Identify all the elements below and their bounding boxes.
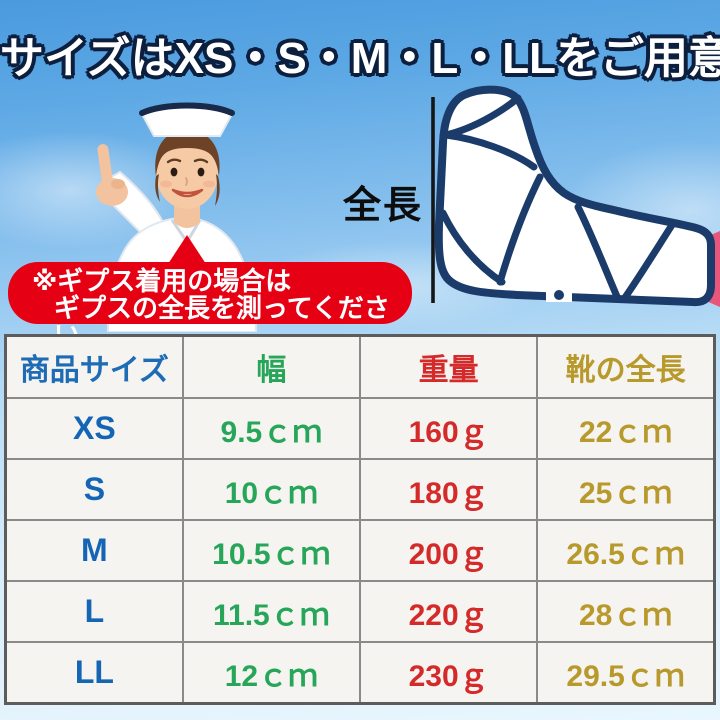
page-title: サイズはXS・S・M・L・LLをご用意。 — [0, 34, 720, 83]
cell-width: 12ｃｍ — [181, 641, 362, 705]
cell-weight: 200ｇ — [358, 519, 539, 582]
header-shoe-length: 靴の全長 — [536, 334, 716, 399]
note-line-1: ※ギプス着用の場合は — [32, 266, 292, 296]
nurse-face — [156, 139, 218, 209]
cell-weight: 180ｇ — [358, 458, 539, 521]
table-row: LL 12ｃｍ 230ｇ 29.5ｃｍ — [4, 641, 716, 705]
nurse-face-features — [160, 158, 215, 198]
cell-shoe-length: 25ｃｍ — [536, 458, 716, 521]
cell-width: 9.5ｃｍ — [181, 397, 362, 460]
cell-size: LL — [4, 641, 184, 705]
table-row: L 11.5ｃｍ 220ｇ 28ｃｍ — [4, 580, 716, 643]
cell-width: 10.5ｃｍ — [181, 519, 362, 582]
nurse-cap — [139, 102, 235, 137]
table-header-row: 商品サイズ 幅 重量 靴の全長 — [4, 334, 716, 399]
cell-shoe-length: 28ｃｍ — [536, 580, 716, 643]
cell-size: M — [4, 519, 184, 582]
header-width: 幅 — [181, 334, 362, 399]
nurse-hair-side — [155, 174, 160, 202]
header-weight: 重量 — [358, 334, 539, 399]
cell-weight: 230ｇ — [358, 641, 539, 705]
cell-size: L — [4, 580, 184, 643]
cast-bandage-lines — [439, 94, 676, 303]
leg-cast-illustration — [431, 85, 720, 307]
full-length-label: 全長 — [343, 185, 424, 227]
cell-size: S — [4, 458, 184, 521]
cell-width: 11.5ｃｍ — [181, 580, 362, 643]
table-row: S 10ｃｍ 180ｇ 25ｃｍ — [4, 458, 716, 521]
cell-weight: 220ｇ — [358, 580, 539, 643]
header-product-size: 商品サイズ — [4, 334, 184, 399]
cell-size: XS — [4, 397, 184, 460]
cast-bottom-dot — [554, 290, 564, 300]
cell-shoe-length: 26.5ｃｍ — [536, 519, 716, 582]
table-row: XS 9.5ｃｍ 160ｇ 22ｃｍ — [4, 397, 716, 460]
table-row: M 10.5ｃｍ 200ｇ 26.5ｃｍ — [4, 519, 716, 582]
cell-shoe-length: 22ｃｍ — [536, 397, 716, 460]
cell-weight: 160ｇ — [358, 397, 539, 460]
nurse-hair — [155, 130, 220, 176]
nurse-hair-side — [215, 174, 220, 206]
size-table: 商品サイズ 幅 重量 靴の全長 XS 9.5ｃｍ 160ｇ 22ｃｍ S 10ｃ… — [4, 334, 716, 705]
speech-bubble-tail — [168, 235, 206, 264]
cell-width: 10ｃｍ — [181, 458, 362, 521]
pointing-hand — [96, 144, 128, 206]
cell-shoe-length: 29.5ｃｍ — [536, 641, 716, 705]
nurse-neck — [174, 204, 200, 228]
cast-measure-note-badge: ※ギプス着用の場合は ギプスの全長を測ってください — [8, 235, 412, 349]
